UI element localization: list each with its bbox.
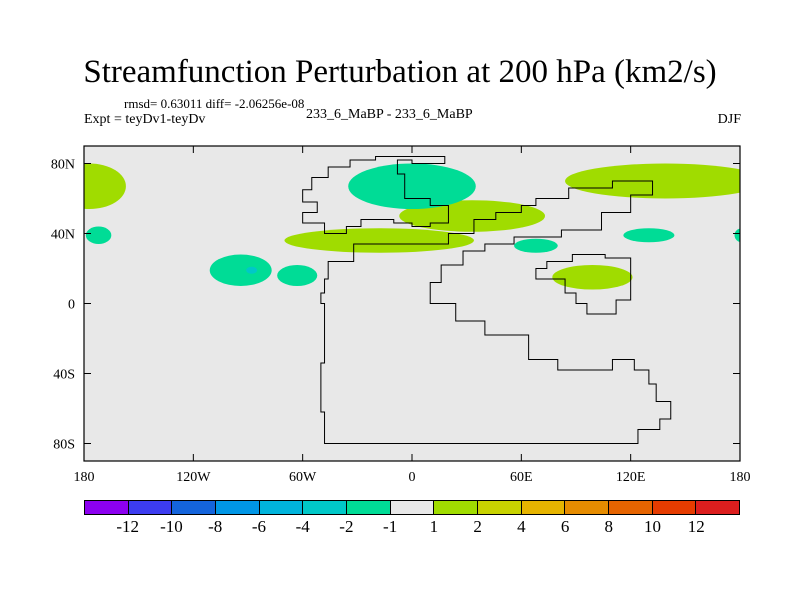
contour-dateline-negative: [734, 228, 740, 243]
colorbar-box: [696, 501, 740, 514]
colorbar-box: [390, 501, 435, 514]
colorbar-label: -4: [295, 517, 310, 536]
contour-north-africa-arabia-positive: [552, 265, 633, 290]
x-tick-label: 60E: [510, 470, 533, 485]
rmsd-diff-stats: rmsd= 0.63011 diff= -2.06256e-08: [124, 96, 305, 111]
contour-atlantic-band-positive: [284, 228, 474, 253]
colorbar-box: [565, 501, 610, 514]
colorbar-box: [478, 501, 522, 514]
plot-title: Streamfunction Perturbation at 200 hPa (…: [83, 54, 717, 90]
y-tick-label: 80N: [51, 158, 75, 173]
colorbar-box: [128, 501, 173, 514]
y-tick-label: 80S: [53, 438, 75, 453]
colorbar-box: [259, 501, 304, 514]
x-tick-label: 0: [409, 470, 416, 485]
colorbar-box: [521, 501, 566, 514]
colorbar-label: -10: [160, 517, 183, 536]
colorbar-label: -8: [208, 517, 223, 536]
colorbar-box: [216, 501, 260, 514]
colorbar-label: 10: [644, 517, 662, 536]
outline-asia-coast-fragment: [535, 254, 632, 315]
colorbar-box: [303, 501, 348, 514]
contour-regions: [84, 163, 740, 290]
y-tick-label: 0: [68, 298, 75, 313]
contour-caribbean-negative: [277, 265, 318, 286]
contour-east-pacific-negative: [209, 254, 272, 286]
x-tick-label: 180: [74, 470, 95, 485]
contour-greenland-trough-negative: [348, 163, 476, 209]
continent-outlines: [302, 156, 672, 444]
x-tick-label: 60W: [289, 470, 317, 485]
colorbar-label: 6: [560, 517, 570, 536]
colorbar-label: 8: [604, 517, 614, 536]
colorbar-label: -1: [383, 517, 398, 536]
x-tick-label: 180: [730, 470, 751, 485]
y-tick-label: 40N: [51, 228, 75, 243]
colorbar-label: 2: [473, 517, 482, 536]
colorbar-label: -12: [116, 517, 140, 536]
colorbar-box: [347, 501, 391, 514]
colorbar-label: 1: [429, 517, 439, 536]
outline-south-landmass: [320, 180, 672, 444]
colorbar-box: [85, 501, 129, 514]
colorbar-box: [434, 501, 479, 514]
contour-arctic-east-positive: [565, 163, 740, 199]
colorbar-box: [172, 501, 217, 514]
colorbar-box: [652, 501, 697, 514]
contour-eurasia-ridge-positive: [399, 200, 546, 232]
axis-ticks: 80N 40N 0 40S 80S 180 120W 60W 0 60E 120E 180: [51, 146, 751, 485]
colorbar-box: [609, 501, 653, 514]
experiment-name: 233_6_MaBP - 233_6_MaBP: [306, 107, 473, 122]
season-label: DJF: [717, 112, 741, 127]
colorbar-label: -2: [339, 517, 354, 536]
colorbar-label: 4: [517, 517, 526, 536]
colorbar-labels: -12 -10 -8 -6 -4 -2 -1 1 2 4 6 8 10 12: [0, 517, 800, 537]
contour-east-asia-negative: [623, 228, 675, 243]
colorbar: [84, 500, 740, 515]
colorbar-label: -6: [251, 517, 266, 536]
y-tick-label: 40S: [53, 368, 75, 383]
x-tick-label: 120E: [616, 470, 646, 485]
outline-north-landmass: [302, 156, 449, 234]
contour-arctic-west-positive: [84, 163, 126, 209]
x-tick-label: 120W: [176, 470, 211, 485]
experiment-label: Expt = teyDv1-teyDv: [84, 112, 206, 127]
contour-central-asia-negative: [514, 238, 558, 253]
contour-east-pacific-core-negative: [246, 266, 258, 274]
colorbar-label: 12: [687, 517, 705, 536]
contour-pacific-west-negative: [85, 226, 112, 244]
